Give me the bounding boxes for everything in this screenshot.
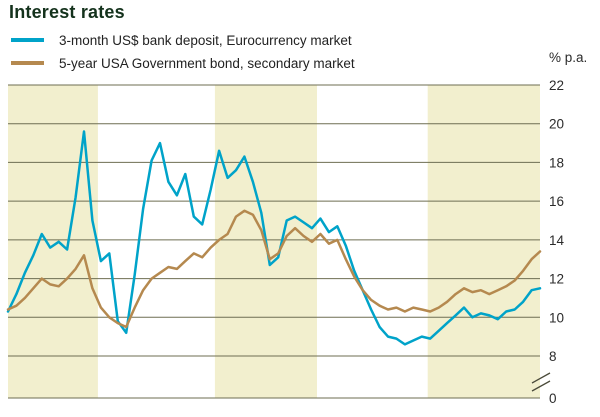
legend-label: 3-month US$ bank deposit, Eurocurrency m… — [59, 32, 352, 48]
y-tick-label: 14 — [549, 233, 565, 248]
y-tick-label: 8 — [549, 349, 557, 364]
series-line-1 — [6, 209, 542, 329]
series-line-0 — [6, 130, 542, 346]
legend-swatch — [11, 61, 44, 65]
legend-label: 5-year USA Government bond, secondary ma… — [59, 55, 355, 71]
axis-break-slash — [531, 380, 551, 392]
chart-title: Interest rates — [9, 2, 125, 22]
chart-legend: 3-month US$ bank deposit, Eurocurrency m… — [11, 30, 355, 73]
legend-item: 3-month US$ bank deposit, Eurocurrency m… — [11, 30, 355, 50]
axis-unit-label: % p.a. — [549, 50, 587, 65]
y-tick-label: 20 — [549, 117, 564, 132]
y-tick-label: 16 — [549, 194, 564, 209]
y-tick-label: 22 — [549, 78, 564, 93]
y-axis-tick-labels: 22 20 18 16 14 12 10 8 0 — [549, 78, 565, 406]
year-band — [427, 85, 540, 398]
y-tick-label: 10 — [549, 310, 564, 325]
background-bands — [8, 85, 540, 398]
legend-swatch — [11, 38, 44, 42]
y-tick-label: 12 — [549, 272, 564, 287]
series-lines — [6, 130, 542, 346]
legend-item: 5-year USA Government bond, secondary ma… — [11, 53, 355, 73]
y-tick-label: 0 — [549, 391, 557, 406]
axis-break-slash — [531, 372, 551, 384]
axis-break-marks — [531, 372, 551, 392]
gridlines — [8, 84, 540, 399]
y-tick-label: 18 — [549, 155, 564, 170]
